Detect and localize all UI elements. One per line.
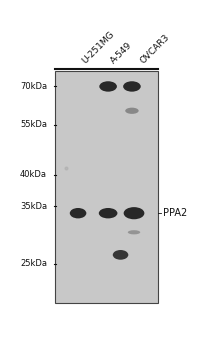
Text: 55kDa: 55kDa: [20, 120, 47, 129]
Ellipse shape: [99, 81, 117, 92]
Text: A-549: A-549: [109, 41, 134, 66]
Ellipse shape: [128, 230, 140, 235]
Text: 35kDa: 35kDa: [20, 202, 47, 211]
Ellipse shape: [124, 207, 144, 219]
Text: OVCAR3: OVCAR3: [138, 33, 171, 66]
Ellipse shape: [125, 108, 139, 114]
Text: 25kDa: 25kDa: [20, 259, 47, 268]
Ellipse shape: [70, 208, 86, 218]
Text: 70kDa: 70kDa: [20, 82, 47, 91]
Text: PPA2: PPA2: [163, 208, 187, 218]
Ellipse shape: [99, 208, 117, 218]
Text: U-251MG: U-251MG: [80, 30, 116, 66]
Ellipse shape: [113, 250, 128, 260]
FancyBboxPatch shape: [55, 71, 158, 303]
Text: 40kDa: 40kDa: [20, 170, 47, 180]
Ellipse shape: [123, 81, 141, 92]
